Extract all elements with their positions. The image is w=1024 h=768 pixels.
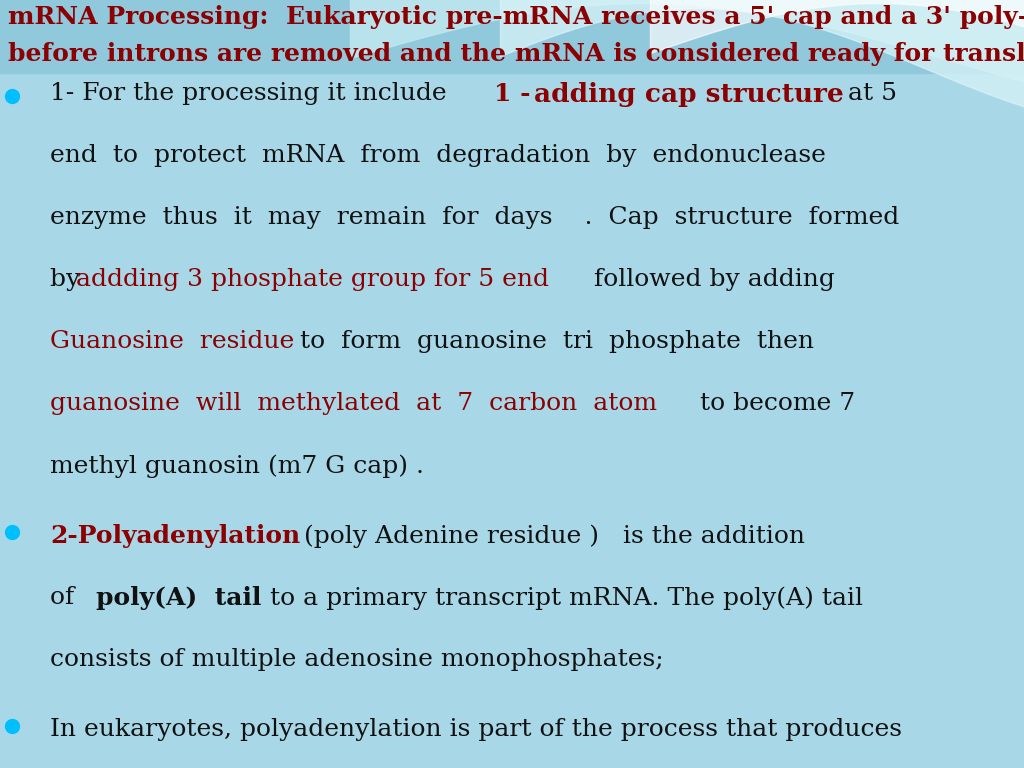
Text: by: by (50, 268, 88, 291)
Text: (poly Adenine residue )   is the addition: (poly Adenine residue ) is the addition (296, 524, 805, 548)
Text: mRNA Processing:  Eukaryotic pre-mRNA receives a 5' cap and a 3' poly-A tail: mRNA Processing: Eukaryotic pre-mRNA rec… (8, 5, 1024, 29)
Text: In eukaryotes, polyadenylation is part of the process that produces: In eukaryotes, polyadenylation is part o… (50, 718, 902, 741)
Text: to a primary transcript mRNA. The poly(A) tail: to a primary transcript mRNA. The poly(A… (262, 586, 863, 610)
Text: methyl guanosin (m7 G cap) .: methyl guanosin (m7 G cap) . (50, 454, 424, 478)
Text: enzyme  thus  it  may  remain  for  days    .  Cap  structure  formed: enzyme thus it may remain for days . Cap… (50, 206, 899, 229)
Text: Guanosine  residue: Guanosine residue (50, 330, 294, 353)
Text: at 5: at 5 (840, 82, 897, 105)
Text: before introns are removed and the mRNA is considered ready for translation.: before introns are removed and the mRNA … (8, 42, 1024, 66)
Text: 1- For the processing it include: 1- For the processing it include (50, 82, 455, 105)
Text: 2-Polyadenylation: 2-Polyadenylation (50, 524, 300, 548)
Text: of: of (50, 586, 98, 609)
Bar (0, 0, 1024, 73)
Text: to become 7: to become 7 (692, 392, 855, 415)
Text: adding cap structure: adding cap structure (534, 82, 844, 107)
Text: to  form  guanosine  tri  phosphate  then: to form guanosine tri phosphate then (284, 330, 814, 353)
Text: poly(A)  tail: poly(A) tail (96, 586, 261, 610)
Text: addding 3 phosphate group for 5 end: addding 3 phosphate group for 5 end (76, 268, 549, 291)
Text: guanosine  will  methylated  at  7  carbon  atom: guanosine will methylated at 7 carbon at… (50, 392, 657, 415)
Text: consists of multiple adenosine monophosphates;: consists of multiple adenosine monophosp… (50, 648, 664, 671)
Text: 1 -: 1 - (494, 82, 530, 106)
Text: end  to  protect  mRNA  from  degradation  by  endonuclease: end to protect mRNA from degradation by … (50, 144, 826, 167)
Text: followed by adding: followed by adding (586, 268, 835, 291)
